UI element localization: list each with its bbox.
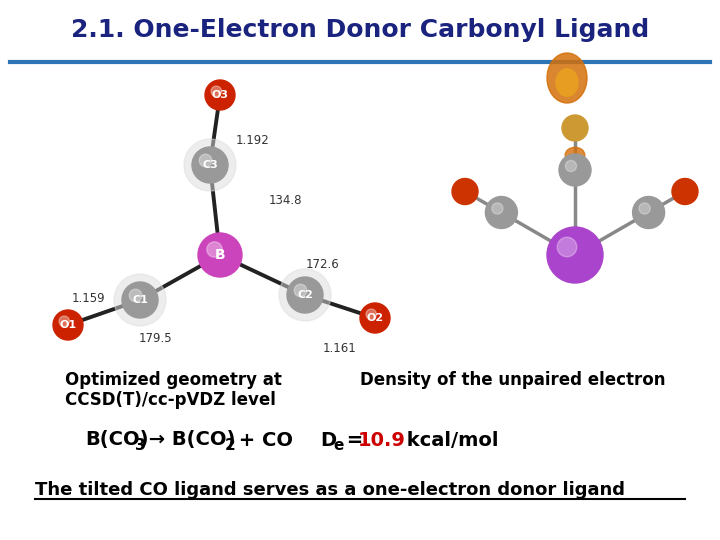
Circle shape [360, 303, 390, 333]
Text: 2: 2 [225, 437, 235, 453]
Circle shape [53, 310, 83, 340]
Text: The tilted CO ligand serves as a one-electron donor ligand: The tilted CO ligand serves as a one-ele… [35, 481, 625, 499]
Circle shape [557, 237, 577, 257]
Text: + CO: + CO [232, 430, 293, 449]
Circle shape [129, 289, 142, 302]
Ellipse shape [565, 147, 585, 163]
Circle shape [207, 242, 222, 257]
Text: D: D [320, 430, 336, 449]
Circle shape [562, 115, 588, 141]
Text: e: e [333, 437, 343, 453]
Text: 134.8: 134.8 [269, 193, 302, 206]
Text: Optimized geometry at: Optimized geometry at [65, 371, 282, 389]
Text: O2: O2 [366, 313, 384, 323]
Text: 1.192: 1.192 [236, 133, 270, 146]
Text: 1.161: 1.161 [323, 341, 357, 354]
Text: 172.6: 172.6 [306, 259, 340, 272]
Circle shape [198, 233, 242, 277]
Text: 179.5: 179.5 [138, 332, 172, 345]
Ellipse shape [556, 69, 578, 96]
Text: =: = [340, 430, 370, 449]
Circle shape [279, 269, 331, 321]
Text: CCSD(T)/cc-pVDZ level: CCSD(T)/cc-pVDZ level [65, 391, 276, 409]
Text: C1: C1 [132, 295, 148, 305]
Ellipse shape [547, 53, 587, 103]
Text: C3: C3 [202, 160, 218, 170]
Circle shape [565, 160, 577, 172]
Circle shape [192, 147, 228, 183]
Circle shape [672, 179, 698, 205]
Text: 10.9: 10.9 [358, 430, 406, 449]
Text: C2: C2 [297, 290, 313, 300]
Text: B(CO): B(CO) [85, 430, 148, 449]
Text: → B(CO): → B(CO) [142, 430, 235, 449]
Text: 3: 3 [135, 437, 145, 453]
Text: 2.1. One-Electron Donor Carbonyl Ligand: 2.1. One-Electron Donor Carbonyl Ligand [71, 18, 649, 42]
Text: Density of the unpaired electron: Density of the unpaired electron [360, 371, 665, 389]
Circle shape [452, 179, 478, 205]
Text: kcal/mol: kcal/mol [400, 430, 498, 449]
Circle shape [199, 154, 212, 167]
Circle shape [639, 203, 650, 214]
Circle shape [184, 139, 236, 191]
Circle shape [287, 277, 323, 313]
Text: O1: O1 [60, 320, 76, 330]
Text: B: B [215, 248, 225, 262]
Circle shape [294, 284, 307, 297]
Text: 1.159: 1.159 [71, 292, 105, 305]
Circle shape [211, 86, 222, 97]
Circle shape [492, 203, 503, 214]
Text: O3: O3 [212, 90, 228, 100]
Circle shape [485, 197, 518, 228]
Circle shape [559, 154, 591, 186]
Circle shape [114, 274, 166, 326]
Circle shape [59, 316, 70, 327]
Circle shape [205, 80, 235, 110]
Circle shape [366, 309, 377, 320]
Circle shape [547, 227, 603, 283]
Circle shape [122, 282, 158, 318]
Circle shape [633, 197, 665, 228]
